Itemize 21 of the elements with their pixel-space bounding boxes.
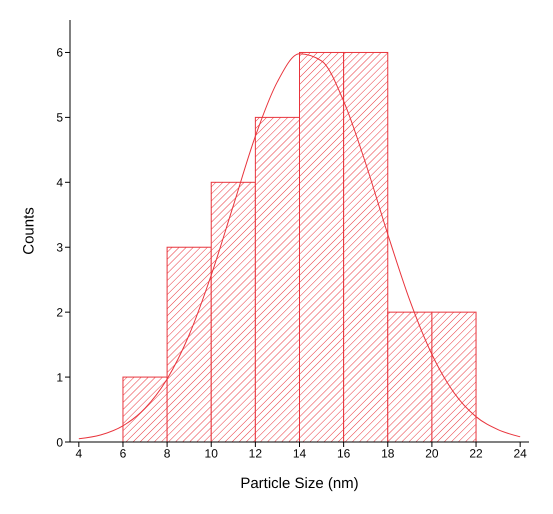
y-tick-label: 0	[56, 435, 64, 450]
x-tick-label: 8	[164, 446, 171, 461]
x-tick-label: 22	[469, 446, 484, 461]
y-tick-label: 1	[56, 370, 64, 384]
x-tick-label: 12	[248, 446, 262, 461]
y-tick-label: 3	[56, 240, 64, 254]
line-series	[78, 53, 521, 440]
x-tick-label: 6	[120, 446, 127, 461]
x-tick-label: 16	[336, 446, 351, 461]
x-tick-label: 20	[425, 446, 439, 461]
x-tick-label: 24	[513, 446, 528, 461]
x-tick-label: 4	[75, 446, 82, 461]
x-tick-label: 18	[381, 446, 395, 461]
y-axis-title: Counts	[20, 207, 38, 255]
x-tick-label: 14	[292, 446, 306, 461]
y-tick-label: 5	[56, 110, 64, 125]
x-tick-label: 10	[204, 446, 218, 461]
y-tick-label: 2	[56, 305, 64, 320]
y-tick-label: 4	[56, 176, 64, 190]
y-tick-label: 6	[56, 46, 64, 60]
x-axis-title: Particle Size (nm)	[240, 475, 359, 492]
